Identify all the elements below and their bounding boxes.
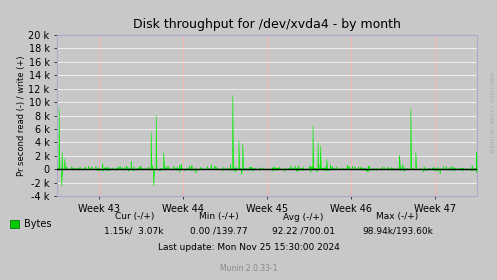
Y-axis label: Pr second read (-) / write (+): Pr second read (-) / write (+)	[16, 55, 26, 176]
Text: RRDTOOL / TOBI OETIKER: RRDTOOL / TOBI OETIKER	[488, 72, 493, 152]
Text: Bytes: Bytes	[24, 219, 51, 229]
Text: 0.00 /139.77: 0.00 /139.77	[190, 227, 248, 235]
Text: Munin 2.0.33-1: Munin 2.0.33-1	[220, 264, 277, 273]
Text: 92.22 /700.01: 92.22 /700.01	[272, 227, 334, 235]
Text: Last update: Mon Nov 25 15:30:00 2024: Last update: Mon Nov 25 15:30:00 2024	[158, 243, 339, 252]
Text: 1.15k/  3.07k: 1.15k/ 3.07k	[104, 227, 164, 235]
Text: Max (-/+): Max (-/+)	[376, 213, 419, 221]
Text: Avg (-/+): Avg (-/+)	[283, 213, 324, 221]
Text: 98.94k/193.60k: 98.94k/193.60k	[362, 227, 433, 235]
Text: Cur (-/+): Cur (-/+)	[114, 213, 154, 221]
Text: Min (-/+): Min (-/+)	[199, 213, 239, 221]
Title: Disk throughput for /dev/xvda4 - by month: Disk throughput for /dev/xvda4 - by mont…	[133, 18, 401, 31]
